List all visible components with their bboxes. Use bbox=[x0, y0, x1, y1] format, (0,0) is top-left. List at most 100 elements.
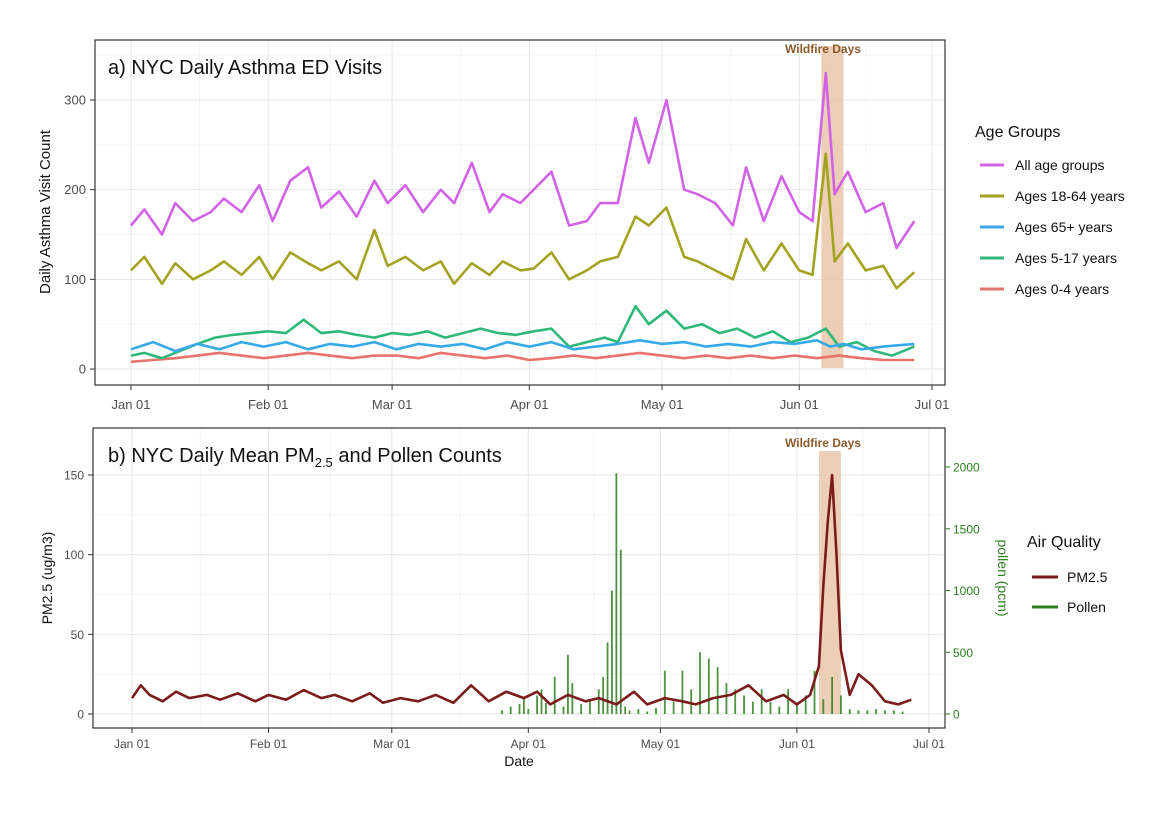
pollen-bar bbox=[553, 676, 556, 714]
series-ages-0-4-years bbox=[130, 351, 915, 364]
panel-b-title-tail: and Pollen Counts bbox=[333, 445, 502, 467]
panel-a-asthma-visits: Jan 01 Feb 01 Mar 01 Apr 01 May 01 Jun 01 Jul … bbox=[37, 39, 1125, 412]
pollen-bar bbox=[571, 683, 574, 714]
pollen-bar bbox=[875, 709, 878, 714]
pollen-bar bbox=[597, 689, 600, 714]
pollen-bar bbox=[681, 670, 684, 714]
x-tick-label: Apr 01 bbox=[511, 737, 547, 751]
pollen-bar bbox=[619, 549, 622, 714]
pollen-bar bbox=[769, 701, 772, 714]
pollen-bar bbox=[848, 709, 851, 714]
panel-b-x-ticks: Jan 01 Feb 01 Mar 01 Apr 01 May 01 Jun 01 Jul … bbox=[114, 728, 945, 751]
pollen-bar bbox=[562, 706, 565, 714]
series-all-age-groups bbox=[129, 71, 916, 250]
pollen-bar bbox=[884, 710, 886, 714]
legend-label: Ages 0-4 years bbox=[1015, 281, 1109, 297]
legend-label-pm25: PM2.5 bbox=[1067, 569, 1108, 585]
series-pm25 bbox=[130, 473, 912, 706]
pollen-bar bbox=[500, 710, 503, 714]
y-tick-label: 300 bbox=[64, 93, 86, 108]
pollen-bar bbox=[672, 701, 675, 714]
panel-a-series-lines bbox=[129, 71, 916, 364]
pollen-bar bbox=[734, 689, 737, 714]
y2-tick-label: 2000 bbox=[953, 461, 980, 475]
panel-b-y-ticks: 0 50 100 150 bbox=[64, 469, 93, 722]
x-tick-label: Jul 01 bbox=[913, 737, 945, 751]
panel-a-legend-title: Age Groups bbox=[975, 124, 1060, 141]
panel-b-y2-ticks: 0 500 1000 1500 2000 bbox=[945, 461, 980, 722]
pollen-bar bbox=[699, 652, 701, 714]
pollen-bar bbox=[760, 689, 763, 714]
pollen-bar bbox=[813, 670, 816, 714]
pollen-bar bbox=[545, 702, 547, 714]
panel-b-legend: Air Quality PM2.5 Pollen bbox=[1027, 534, 1108, 615]
pollen-bar bbox=[628, 710, 631, 714]
wildfire-band-a bbox=[821, 46, 844, 368]
pollen-bar bbox=[606, 642, 609, 714]
panel-b-grid bbox=[93, 428, 945, 728]
x-tick-label: Jun 01 bbox=[780, 397, 819, 412]
pollen-bar bbox=[796, 704, 798, 714]
x-tick-label: Jun 01 bbox=[779, 737, 815, 751]
panel-b-y2-axis-label: pollen (pcm) bbox=[995, 539, 1011, 616]
pollen-bar bbox=[822, 699, 825, 714]
pollen-bar bbox=[831, 676, 834, 714]
pollen-bar bbox=[690, 689, 693, 714]
panel-b-pollen-bars bbox=[500, 473, 904, 714]
panel-b-y-axis-label: PM2.5 (ug/m3) bbox=[39, 532, 55, 625]
pollen-bar bbox=[615, 473, 618, 714]
pollen-bar bbox=[707, 658, 710, 714]
y2-tick-label: 1000 bbox=[953, 584, 980, 598]
panel-b-pm25-pollen: Jan 01 Feb 01 Mar 01 Apr 01 May 01 Jun 01 Jul … bbox=[39, 427, 1108, 769]
pollen-bar bbox=[602, 676, 605, 714]
y-tick-label: 0 bbox=[77, 708, 84, 722]
panel-a-wildfire-label: Wildfire Days bbox=[785, 42, 861, 56]
pollen-bar bbox=[580, 704, 583, 714]
pollen-bar bbox=[892, 710, 895, 714]
series-ages-65-years bbox=[130, 338, 915, 353]
y2-tick-label: 0 bbox=[953, 708, 960, 722]
panel-a-x-ticks: Jan 01 Feb 01 Mar 01 Apr 01 May 01 Jun 01 Jul … bbox=[111, 385, 949, 412]
x-tick-label: Feb 01 bbox=[250, 737, 288, 751]
panel-a-y-axis-label: Daily Asthma Visit Count bbox=[37, 129, 54, 294]
pollen-bar bbox=[589, 699, 591, 714]
pollen-bar bbox=[725, 683, 728, 714]
legend-label: Ages 5-17 years bbox=[1015, 250, 1117, 266]
pollen-bar bbox=[536, 695, 539, 714]
y2-tick-label: 1500 bbox=[953, 522, 980, 536]
x-tick-label: Mar 01 bbox=[373, 737, 411, 751]
pollen-bar bbox=[778, 706, 781, 714]
pollen-bar bbox=[743, 695, 745, 714]
y-tick-label: 200 bbox=[64, 182, 86, 197]
x-tick-label: Jul 01 bbox=[915, 397, 950, 412]
pollen-bar bbox=[804, 695, 807, 714]
panel-a-grid bbox=[95, 40, 945, 385]
pollen-bar bbox=[866, 710, 869, 714]
y2-tick-label: 500 bbox=[953, 646, 973, 660]
y-tick-label: 100 bbox=[64, 548, 84, 562]
pollen-bar bbox=[751, 701, 754, 714]
panel-a-frame bbox=[94, 39, 946, 386]
pollen-bar bbox=[611, 590, 613, 714]
panel-b-x-axis-label: Date bbox=[504, 753, 534, 769]
panel-b-title-main: b) NYC Daily Mean PM bbox=[108, 445, 315, 467]
pollen-bar bbox=[857, 710, 860, 714]
x-tick-label: Apr 01 bbox=[510, 397, 548, 412]
y-tick-label: 150 bbox=[64, 469, 84, 483]
pollen-bar bbox=[527, 709, 530, 714]
panel-b-legend-title: Air Quality bbox=[1027, 534, 1101, 551]
panel-a-wildfire-band bbox=[821, 46, 844, 368]
series-ages-18-64-years bbox=[130, 152, 916, 290]
y-tick-label: 100 bbox=[64, 272, 86, 287]
panel-b-title: b) NYC Daily Mean PM2.5 and Pollen Count… bbox=[108, 445, 502, 470]
x-tick-label: Jan 01 bbox=[114, 737, 150, 751]
x-tick-label: May 01 bbox=[641, 737, 681, 751]
pollen-bar bbox=[646, 711, 649, 714]
legend-label: All age groups bbox=[1015, 157, 1105, 173]
x-tick-label: May 01 bbox=[641, 397, 684, 412]
legend-label-pollen: Pollen bbox=[1067, 599, 1106, 615]
pollen-bar bbox=[637, 709, 640, 714]
pollen-bar bbox=[716, 667, 719, 714]
pollen-bar bbox=[567, 654, 569, 714]
